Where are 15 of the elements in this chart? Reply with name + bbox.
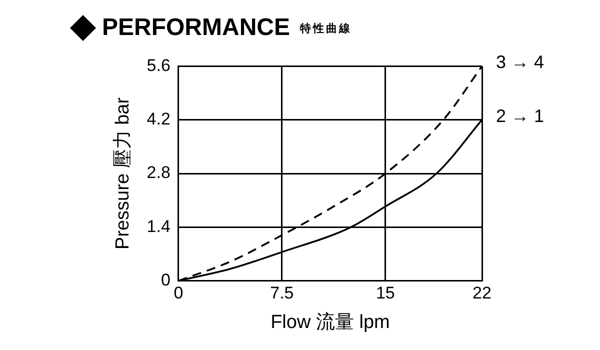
series-label: 2 → 1 — [496, 106, 544, 126]
x-tick-label: 22 — [472, 284, 492, 303]
y-tick-label: 2.8 — [146, 163, 170, 182]
y-tick-label: 5.6 — [146, 56, 170, 75]
y-tick-label: 4.2 — [146, 110, 170, 129]
x-tick-label: 7.5 — [270, 284, 294, 303]
x-axis-title: Flow 流量 lpm — [270, 310, 390, 333]
y-tick-label: 0 — [160, 270, 170, 290]
y-tick-label: 1.4 — [146, 216, 170, 236]
y-axis-title: Pressure 壓力 bar — [112, 96, 134, 250]
chart-subtitle: 特性曲線 — [300, 22, 352, 36]
chart-title: PERFORMANCE — [102, 14, 290, 42]
x-tick-label: 0 — [174, 284, 184, 303]
x-tick-label: 15 — [376, 284, 395, 303]
series-label: 3 → 4 — [496, 52, 544, 72]
